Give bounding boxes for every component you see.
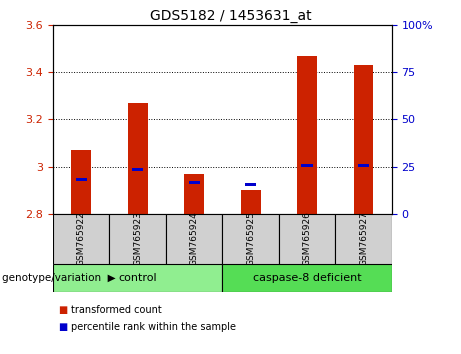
Bar: [110, 214, 166, 264]
Text: ■: ■: [58, 322, 67, 332]
Text: percentile rank within the sample: percentile rank within the sample: [71, 322, 236, 332]
Bar: [166, 214, 222, 264]
Bar: [241, 190, 260, 214]
Text: transformed count: transformed count: [71, 305, 162, 315]
Text: ■: ■: [58, 305, 67, 315]
Bar: [301, 164, 313, 167]
Bar: [336, 214, 392, 264]
Bar: [222, 264, 392, 292]
Bar: [222, 214, 279, 264]
Text: caspase-8 deficient: caspase-8 deficient: [253, 273, 361, 283]
Bar: [76, 178, 87, 181]
Bar: [354, 65, 373, 214]
Bar: [71, 150, 91, 214]
Bar: [53, 214, 110, 264]
Bar: [132, 168, 143, 171]
Text: GSM765924: GSM765924: [189, 212, 199, 266]
Bar: [279, 214, 336, 264]
Text: GSM765926: GSM765926: [302, 211, 312, 267]
Bar: [189, 181, 200, 184]
Text: genotype/variation  ▶: genotype/variation ▶: [2, 273, 116, 283]
Text: GSM765923: GSM765923: [133, 211, 142, 267]
Text: GSM765927: GSM765927: [359, 211, 368, 267]
Text: GSM765922: GSM765922: [77, 212, 86, 266]
Bar: [358, 164, 369, 167]
Text: control: control: [118, 273, 157, 283]
Bar: [128, 103, 148, 214]
Bar: [245, 183, 256, 186]
Bar: [184, 174, 204, 214]
Text: GSM765925: GSM765925: [246, 211, 255, 267]
Bar: [53, 264, 222, 292]
Text: GDS5182 / 1453631_at: GDS5182 / 1453631_at: [150, 9, 311, 23]
Bar: [297, 56, 317, 214]
